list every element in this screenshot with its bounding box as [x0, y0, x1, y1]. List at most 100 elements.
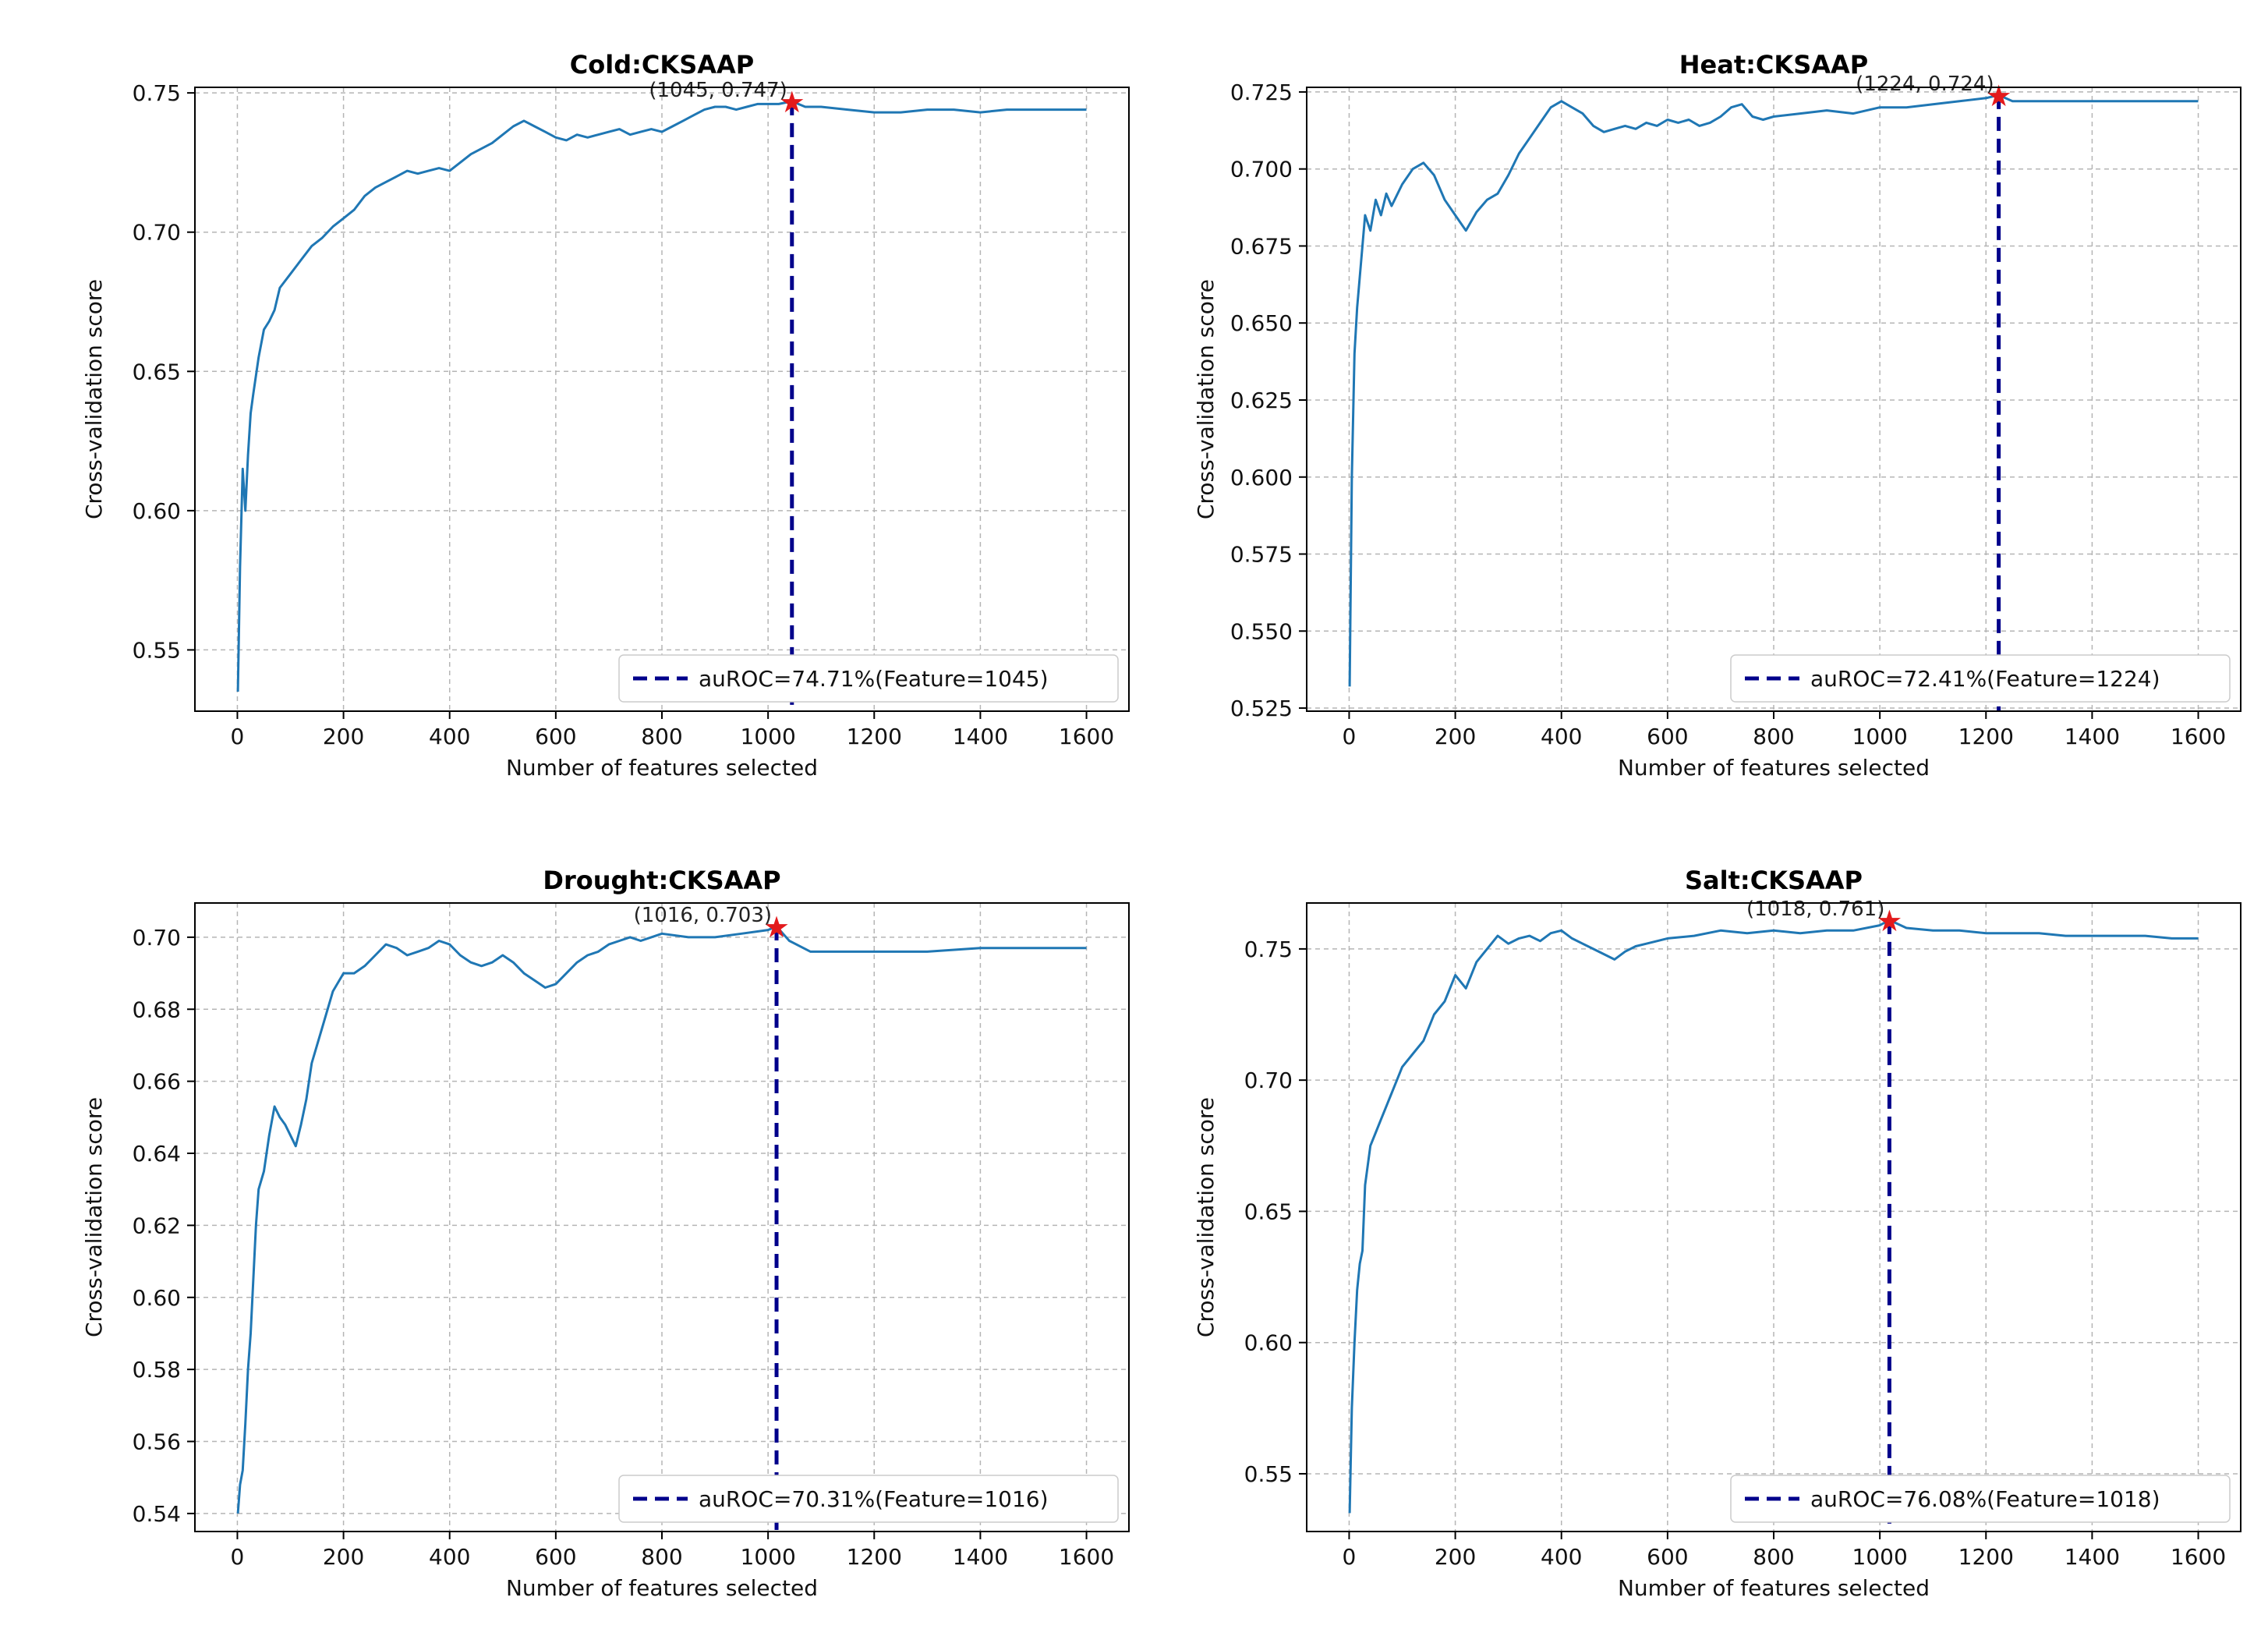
legend-label: auROC=72.41%(Feature=1224) [1810, 666, 2160, 692]
best-point-marker: ★ [1986, 79, 2012, 113]
x-tick-label: 0 [231, 724, 245, 749]
y-axis-label: Cross-validation score [1193, 1097, 1219, 1337]
x-tick-label: 400 [1541, 1544, 1582, 1570]
x-tick-label: 0 [231, 1544, 245, 1570]
y-tick-label: 0.75 [1244, 937, 1293, 962]
chart-panel-1: ★(1224, 0.724) 0 200 400 600 800 1000 1200 1400 1… [1193, 50, 2241, 781]
y-tick-label: 0.65 [1244, 1199, 1293, 1224]
x-tick-label: 1600 [1059, 1544, 1114, 1570]
y-tick-label: 0.600 [1230, 465, 1293, 490]
best-point-marker: ★ [1876, 904, 1902, 938]
y-axis-label: Cross-validation score [81, 1097, 107, 1337]
x-tick-label: 1200 [1958, 1544, 2014, 1570]
series-line [1348, 919, 2199, 1514]
x-tick-label: 1600 [2171, 724, 2226, 749]
x-tick-label: 800 [641, 1544, 682, 1570]
x-tick-label: 800 [641, 724, 682, 749]
y-tick-label: 0.60 [133, 1285, 181, 1311]
y-tick-label: 0.60 [133, 498, 181, 524]
legend-box [618, 1475, 1119, 1523]
x-tick-label: 1400 [2065, 724, 2120, 749]
y-tick-label: 0.70 [133, 925, 181, 951]
best-point-marker: ★ [779, 85, 805, 119]
best-point-label: (1018, 0.761) [1746, 898, 1884, 921]
y-tick-label: 0.725 [1230, 80, 1293, 105]
y-tick-label: 0.575 [1230, 542, 1293, 568]
x-tick-label: 800 [1753, 724, 1794, 749]
best-point-label: (1016, 0.703) [634, 904, 772, 927]
x-tick-label: 400 [429, 724, 470, 749]
x-tick-label: 600 [1647, 1544, 1688, 1570]
chart-title: Cold:CKSAAP [570, 50, 754, 80]
x-tick-label: 800 [1753, 1544, 1794, 1570]
y-tick-label: 0.675 [1230, 233, 1293, 259]
y-tick-label: 0.55 [1244, 1461, 1293, 1487]
chart-panel-3: ★(1018, 0.761) 0 200 400 600 800 1000 1200 1400 1… [1193, 866, 2241, 1601]
legend-label: auROC=74.71%(Feature=1045) [699, 666, 1049, 692]
chart-panel-0: ★(1045, 0.747) 0 200 400 600 800 1000 1200 1400 1… [81, 50, 1130, 781]
y-axis-label: Cross-validation score [1193, 279, 1219, 519]
x-axis-label: Number of features selected [1618, 1575, 1930, 1601]
legend-box [1730, 1475, 2231, 1523]
x-tick-label: 0 [1343, 724, 1357, 749]
x-tick-label: 1200 [1958, 724, 2014, 749]
best-point-marker: ★ [763, 910, 790, 944]
chart-title: Heat:CKSAAP [1679, 50, 1868, 80]
chart-title: Drought:CKSAAP [543, 866, 780, 895]
x-axis-label: Number of features selected [506, 1575, 818, 1601]
x-tick-label: 0 [1343, 1544, 1357, 1570]
y-axis-label: Cross-validation score [81, 279, 107, 519]
x-tick-label: 600 [535, 724, 576, 749]
series-line [1348, 94, 2199, 687]
x-tick-label: 1400 [953, 724, 1008, 749]
y-tick-label: 0.70 [133, 220, 181, 246]
y-tick-label: 0.700 [1230, 157, 1293, 182]
y-tick-label: 0.650 [1230, 310, 1293, 336]
best-point-label: (1045, 0.747) [649, 79, 787, 102]
x-tick-label: 1600 [2171, 1544, 2226, 1570]
y-tick-label: 0.75 [133, 80, 181, 106]
x-tick-label: 400 [1541, 724, 1582, 749]
x-tick-label: 1200 [847, 724, 902, 749]
x-tick-label: 1400 [953, 1544, 1008, 1570]
legend-box [1730, 654, 2231, 703]
x-tick-label: 1000 [1852, 724, 1908, 749]
x-tick-label: 1200 [847, 1544, 902, 1570]
series-line [236, 925, 1087, 1514]
y-tick-label: 0.68 [133, 997, 181, 1022]
y-tick-label: 0.550 [1230, 618, 1293, 644]
legend-box [618, 654, 1119, 703]
y-tick-label: 0.70 [1244, 1068, 1293, 1093]
legend-label: auROC=70.31%(Feature=1016) [699, 1486, 1049, 1512]
y-tick-label: 0.525 [1230, 696, 1293, 721]
x-tick-label: 200 [323, 724, 364, 749]
best-point-label: (1224, 0.724) [1856, 73, 1994, 96]
x-tick-label: 1400 [2065, 1544, 2120, 1570]
x-tick-label: 600 [1647, 724, 1688, 749]
y-tick-label: 0.56 [133, 1429, 181, 1455]
y-tick-label: 0.62 [133, 1213, 181, 1238]
x-axis-label: Number of features selected [1618, 755, 1930, 781]
series-line [236, 100, 1087, 692]
x-tick-label: 1000 [741, 724, 796, 749]
x-tick-label: 200 [1435, 724, 1476, 749]
chart-title: Salt:CKSAAP [1685, 866, 1863, 895]
x-tick-label: 1000 [741, 1544, 796, 1570]
x-tick-label: 600 [535, 1544, 576, 1570]
x-tick-label: 200 [1435, 1544, 1476, 1570]
y-tick-label: 0.54 [133, 1501, 181, 1527]
y-tick-label: 0.55 [133, 637, 181, 663]
legend-label: auROC=76.08%(Feature=1018) [1810, 1486, 2160, 1512]
x-axis-label: Number of features selected [506, 755, 818, 781]
y-tick-label: 0.66 [133, 1069, 181, 1095]
y-tick-label: 0.60 [1244, 1330, 1293, 1356]
x-tick-label: 1000 [1852, 1544, 1908, 1570]
y-tick-label: 0.65 [133, 359, 181, 384]
chart-panel-2: ★(1016, 0.703) 0 200 400 600 800 1000 1200 1400 1… [81, 866, 1130, 1601]
x-tick-label: 400 [429, 1544, 470, 1570]
x-tick-label: 200 [323, 1544, 364, 1570]
y-tick-label: 0.625 [1230, 388, 1293, 413]
y-tick-label: 0.64 [133, 1141, 181, 1167]
y-tick-label: 0.58 [133, 1357, 181, 1383]
